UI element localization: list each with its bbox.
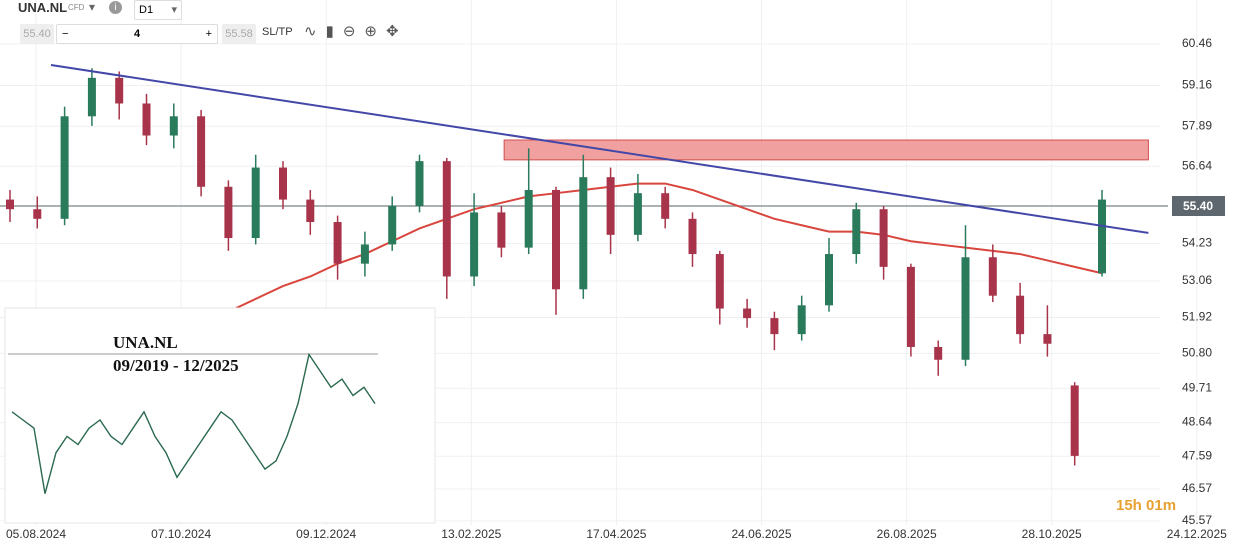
x-tick-label: 28.10.2025 [1022, 527, 1082, 541]
inset-price [11, 352, 376, 494]
candle-body [661, 193, 670, 219]
x-tick-label: 24.12.2025 [1167, 527, 1227, 541]
candle-body [961, 257, 970, 360]
candle-body [934, 346, 943, 360]
candle-body [688, 218, 697, 255]
x-tick-label: 17.04.2025 [586, 527, 646, 541]
x-tick-label: 26.08.2025 [877, 527, 937, 541]
candle-body [87, 77, 96, 117]
y-tick-label: 60.46 [1182, 36, 1212, 50]
candle-body [497, 212, 506, 248]
inset-chart: UNA.NL 09/2019 - 12/2025 [4, 307, 436, 524]
candle-body [606, 177, 615, 235]
buy-price[interactable]: 55.58 [222, 24, 256, 44]
inset-frame [4, 307, 436, 524]
plus[interactable]: + [205, 28, 212, 40]
symbol-dropdown[interactable]: ▾ [89, 0, 96, 14]
x-tick-label: 07.10.2024 [151, 527, 211, 541]
sell-price[interactable]: 55.40 [20, 24, 54, 44]
candle-body [442, 161, 451, 277]
x-tick-label: 05.08.2024 [6, 527, 66, 541]
candle-body [1070, 385, 1079, 456]
info-icon[interactable]: i [109, 1, 122, 14]
quantity-input[interactable]: − 4 + [56, 24, 218, 44]
candle-body [470, 212, 479, 277]
x-tick-label: 24.06.2025 [731, 527, 791, 541]
current-price-box [1172, 195, 1225, 216]
candle-body [770, 318, 779, 335]
candle-body [579, 177, 588, 290]
candle-body [251, 167, 260, 239]
y-tick-label: 48.64 [1182, 415, 1212, 429]
candle-body [142, 103, 151, 136]
y-tick-label: 50.80 [1182, 346, 1212, 360]
candle-body [224, 186, 233, 239]
y-tick-label: 51.92 [1182, 310, 1212, 324]
current-price-label: 55.40 [1183, 199, 1213, 213]
candle-body [333, 222, 342, 264]
candle-body [879, 209, 888, 267]
candle-body [279, 167, 287, 200]
timeframe-select[interactable]: D1 ▾ [134, 0, 182, 20]
chart-tools[interactable]: ∿▮⊖⊕✥ [304, 23, 408, 40]
candle-body [169, 116, 178, 136]
candle-body [715, 254, 724, 309]
candle-body [524, 189, 533, 248]
candle-body [306, 199, 315, 223]
y-tick-label: 59.16 [1182, 78, 1212, 92]
timeframe: D1 [139, 4, 154, 16]
symbol[interactable]: UNA.NL [18, 0, 68, 15]
instrument-kind: CFD [68, 3, 85, 12]
candle-body [988, 257, 997, 296]
y-tick-label: 49.71 [1182, 380, 1212, 394]
candle-body [33, 209, 42, 219]
y-tick-label: 54.23 [1182, 236, 1212, 250]
candle-body [115, 77, 124, 104]
y-tick-label: 57.89 [1182, 118, 1212, 132]
candle-body [743, 308, 752, 319]
moving-average [227, 182, 1103, 313]
x-tick-label: 09.12.2024 [296, 527, 356, 541]
candle-timer: 15h 01m [1116, 497, 1177, 514]
y-tick-label: 53.06 [1182, 273, 1212, 287]
candle-body [852, 209, 861, 255]
quantity: 4 [133, 28, 141, 40]
y-tick-label: 56.64 [1182, 158, 1212, 172]
candle-body [388, 205, 397, 245]
candle-body [825, 254, 833, 306]
candle-body [552, 189, 560, 290]
candle-body [1043, 334, 1052, 344]
minus[interactable]: − [62, 28, 69, 40]
sl-tp[interactable]: SL/TP [262, 26, 293, 38]
candle-body [6, 199, 14, 210]
y-tick-label: 45.57 [1182, 513, 1212, 527]
resistance-zone [503, 139, 1149, 161]
candle-body [1098, 199, 1106, 274]
candle-body [60, 116, 69, 219]
inset-title: UNA.NL [113, 333, 178, 352]
trendline [50, 64, 1149, 234]
candle-body [415, 161, 424, 206]
y-tick-label: 47.59 [1182, 448, 1212, 462]
x-tick-label: 13.02.2025 [441, 527, 501, 541]
candle-body [360, 244, 369, 264]
inset-subtitle: 09/2019 - 12/2025 [113, 356, 239, 375]
candle-body [197, 116, 206, 187]
candle-body [797, 305, 806, 335]
candle-body [906, 266, 915, 347]
y-tick-label: 46.57 [1182, 481, 1212, 495]
candle-body [633, 193, 642, 235]
candle-body [1016, 295, 1025, 335]
